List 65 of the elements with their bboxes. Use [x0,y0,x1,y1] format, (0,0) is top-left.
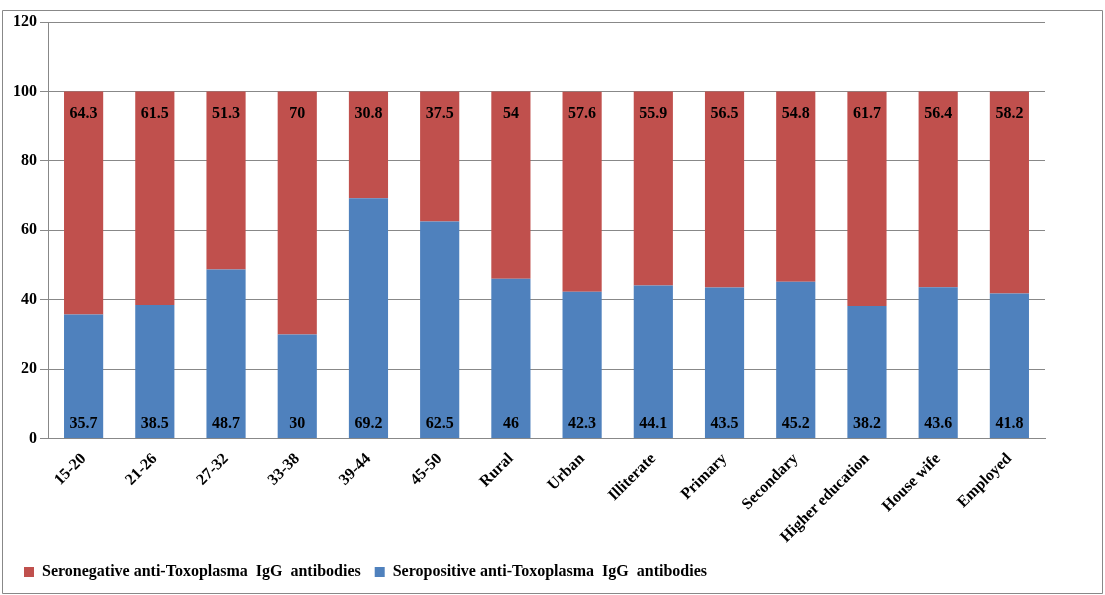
data-label: 69.2 [354,414,383,432]
data-label: 30 [289,414,306,432]
data-label: 41.8 [995,414,1024,432]
bar [633,285,673,439]
y-tick-label: 60 [21,220,37,238]
bar [491,91,531,279]
bar [704,287,745,439]
data-label: 44.1 [639,414,668,432]
data-label: 42.3 [568,414,597,432]
data-label: 61.5 [140,103,169,121]
data-label: 62.5 [425,414,454,432]
data-label: 46 [502,414,519,432]
bar [633,91,673,286]
bar [420,91,460,222]
bar [64,314,104,439]
data-label: 51.3 [212,103,241,121]
bar [918,91,958,288]
data-label: 43.6 [924,414,953,432]
data-label: 61.7 [852,103,881,121]
legend-label: Seropositive anti-Toxoplasma IgG antibodies [392,562,707,581]
y-tick-label: 0 [29,428,37,446]
data-label: 64.3 [69,103,98,121]
data-label: 55.9 [639,103,668,121]
y-tick-label: 20 [21,359,37,377]
data-label: 56.5 [710,103,739,121]
data-label: 30.8 [354,103,383,121]
data-label: 35.7 [69,414,98,432]
bar [64,91,104,315]
bar [420,221,460,439]
bar [206,91,246,270]
bar [348,198,389,439]
data-label: 37.5 [425,103,454,121]
legend-label: Seronegative anti-Toxoplasma IgG antibodies [42,562,361,581]
bar [704,91,745,288]
y-tick-label: 40 [21,289,37,307]
data-label: 54 [502,103,519,121]
data-label: 70 [289,103,306,121]
bar [491,278,531,439]
bar [918,287,958,439]
bar [989,91,1029,294]
bar [348,91,389,199]
bar [277,334,317,439]
data-label: 38.2 [852,414,881,432]
data-label: 58.2 [995,103,1024,121]
data-label: 54.8 [781,103,810,121]
data-label: 38.5 [140,414,169,432]
bar [847,91,887,306]
data-label: 48.7 [212,414,241,432]
bar [562,291,602,439]
data-label: 45.2 [781,414,810,432]
bar [135,304,175,439]
bar [206,269,246,439]
bar [847,305,887,439]
y-tick-label: 80 [21,150,37,168]
data-label: 56.4 [924,103,953,121]
bar [776,281,816,439]
bar [989,293,1029,439]
data-label: 57.6 [568,103,597,121]
bar [277,91,317,335]
y-tick-label: 100 [13,81,37,99]
bar [562,91,602,292]
y-tick-label: 120 [13,12,37,30]
bar [776,91,816,282]
bar [135,91,175,305]
data-label: 43.5 [710,414,739,432]
